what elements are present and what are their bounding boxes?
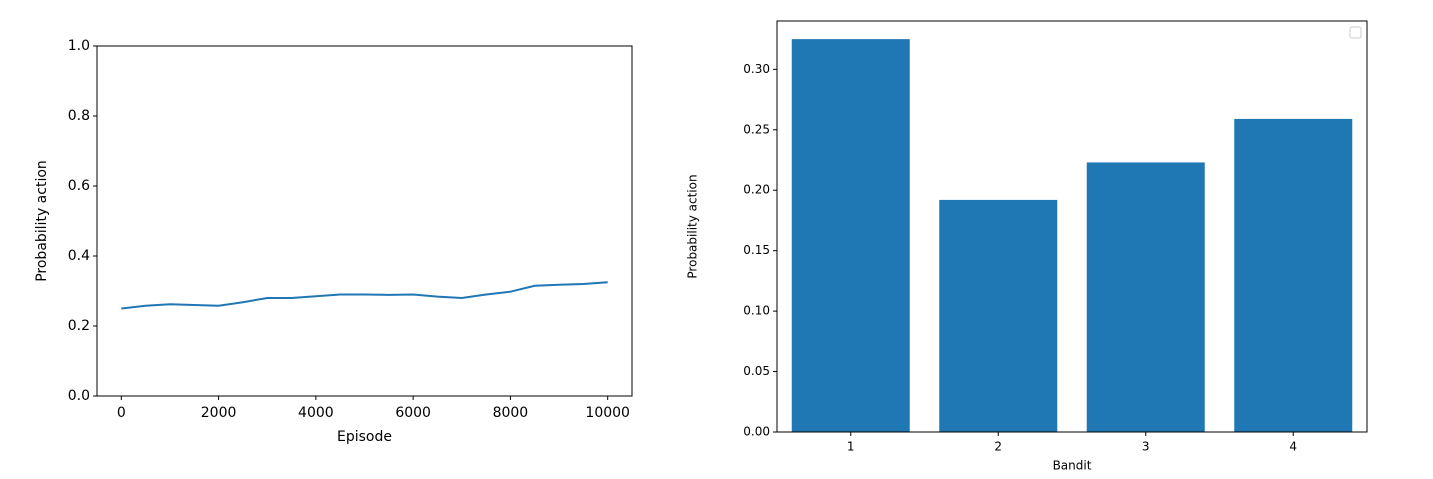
bar xyxy=(939,199,1058,432)
y-tick-label: 0.15 xyxy=(743,243,770,257)
empty-legend xyxy=(1349,26,1362,39)
y-axis-label: Probability action xyxy=(686,174,700,278)
x-axis-label: Bandit xyxy=(1053,459,1092,473)
y-tick-label: 0.8 xyxy=(68,108,90,124)
x-tick-label: 8000 xyxy=(493,405,529,421)
bar-chart: 0.00 0.05 0.10 0.15 0.20 0.25 0.30 1 2 3 4 Bandit Pr… xyxy=(686,20,1368,473)
y-tick-label: 0.30 xyxy=(743,62,770,76)
x-tick-label: 4 xyxy=(1289,440,1297,454)
y-tick-label: 0.4 xyxy=(68,248,90,264)
bar xyxy=(1234,118,1353,432)
y-tick-label: 0.10 xyxy=(743,304,770,318)
y-tick-label: 0.6 xyxy=(68,178,90,194)
y-tick-label: 0.25 xyxy=(743,122,770,136)
axes-frame xyxy=(96,45,633,397)
bar xyxy=(791,39,910,432)
x-axis-label: Episode xyxy=(337,429,392,445)
x-tick-label: 2 xyxy=(994,440,1002,454)
y-axis-label: Probability action xyxy=(34,160,50,282)
x-tick-label: 0 xyxy=(117,405,126,421)
y-tick-label: 0.2 xyxy=(68,318,90,334)
y-tick-label: 0.00 xyxy=(743,425,770,439)
line-chart: 0.0 0.2 0.4 0.6 0.8 1.0 0 2000 4000 6000 8000 10000… xyxy=(34,38,633,445)
y-tick-label: 0.20 xyxy=(743,183,770,197)
x-tick-label: 10000 xyxy=(585,405,630,421)
x-tick-label: 2000 xyxy=(201,405,237,421)
line xyxy=(121,281,608,310)
axes-frame xyxy=(776,20,1368,433)
y-tick-label: 0.05 xyxy=(743,364,770,378)
x-tick-label: 3 xyxy=(1142,440,1150,454)
x-tick-label: 4000 xyxy=(298,405,334,421)
y-tick-label: 1.0 xyxy=(68,38,90,54)
x-tick-label: 1 xyxy=(847,440,855,454)
x-tick-label: 6000 xyxy=(395,405,431,421)
bar xyxy=(1086,162,1205,432)
y-tick-label: 0.0 xyxy=(68,388,90,404)
